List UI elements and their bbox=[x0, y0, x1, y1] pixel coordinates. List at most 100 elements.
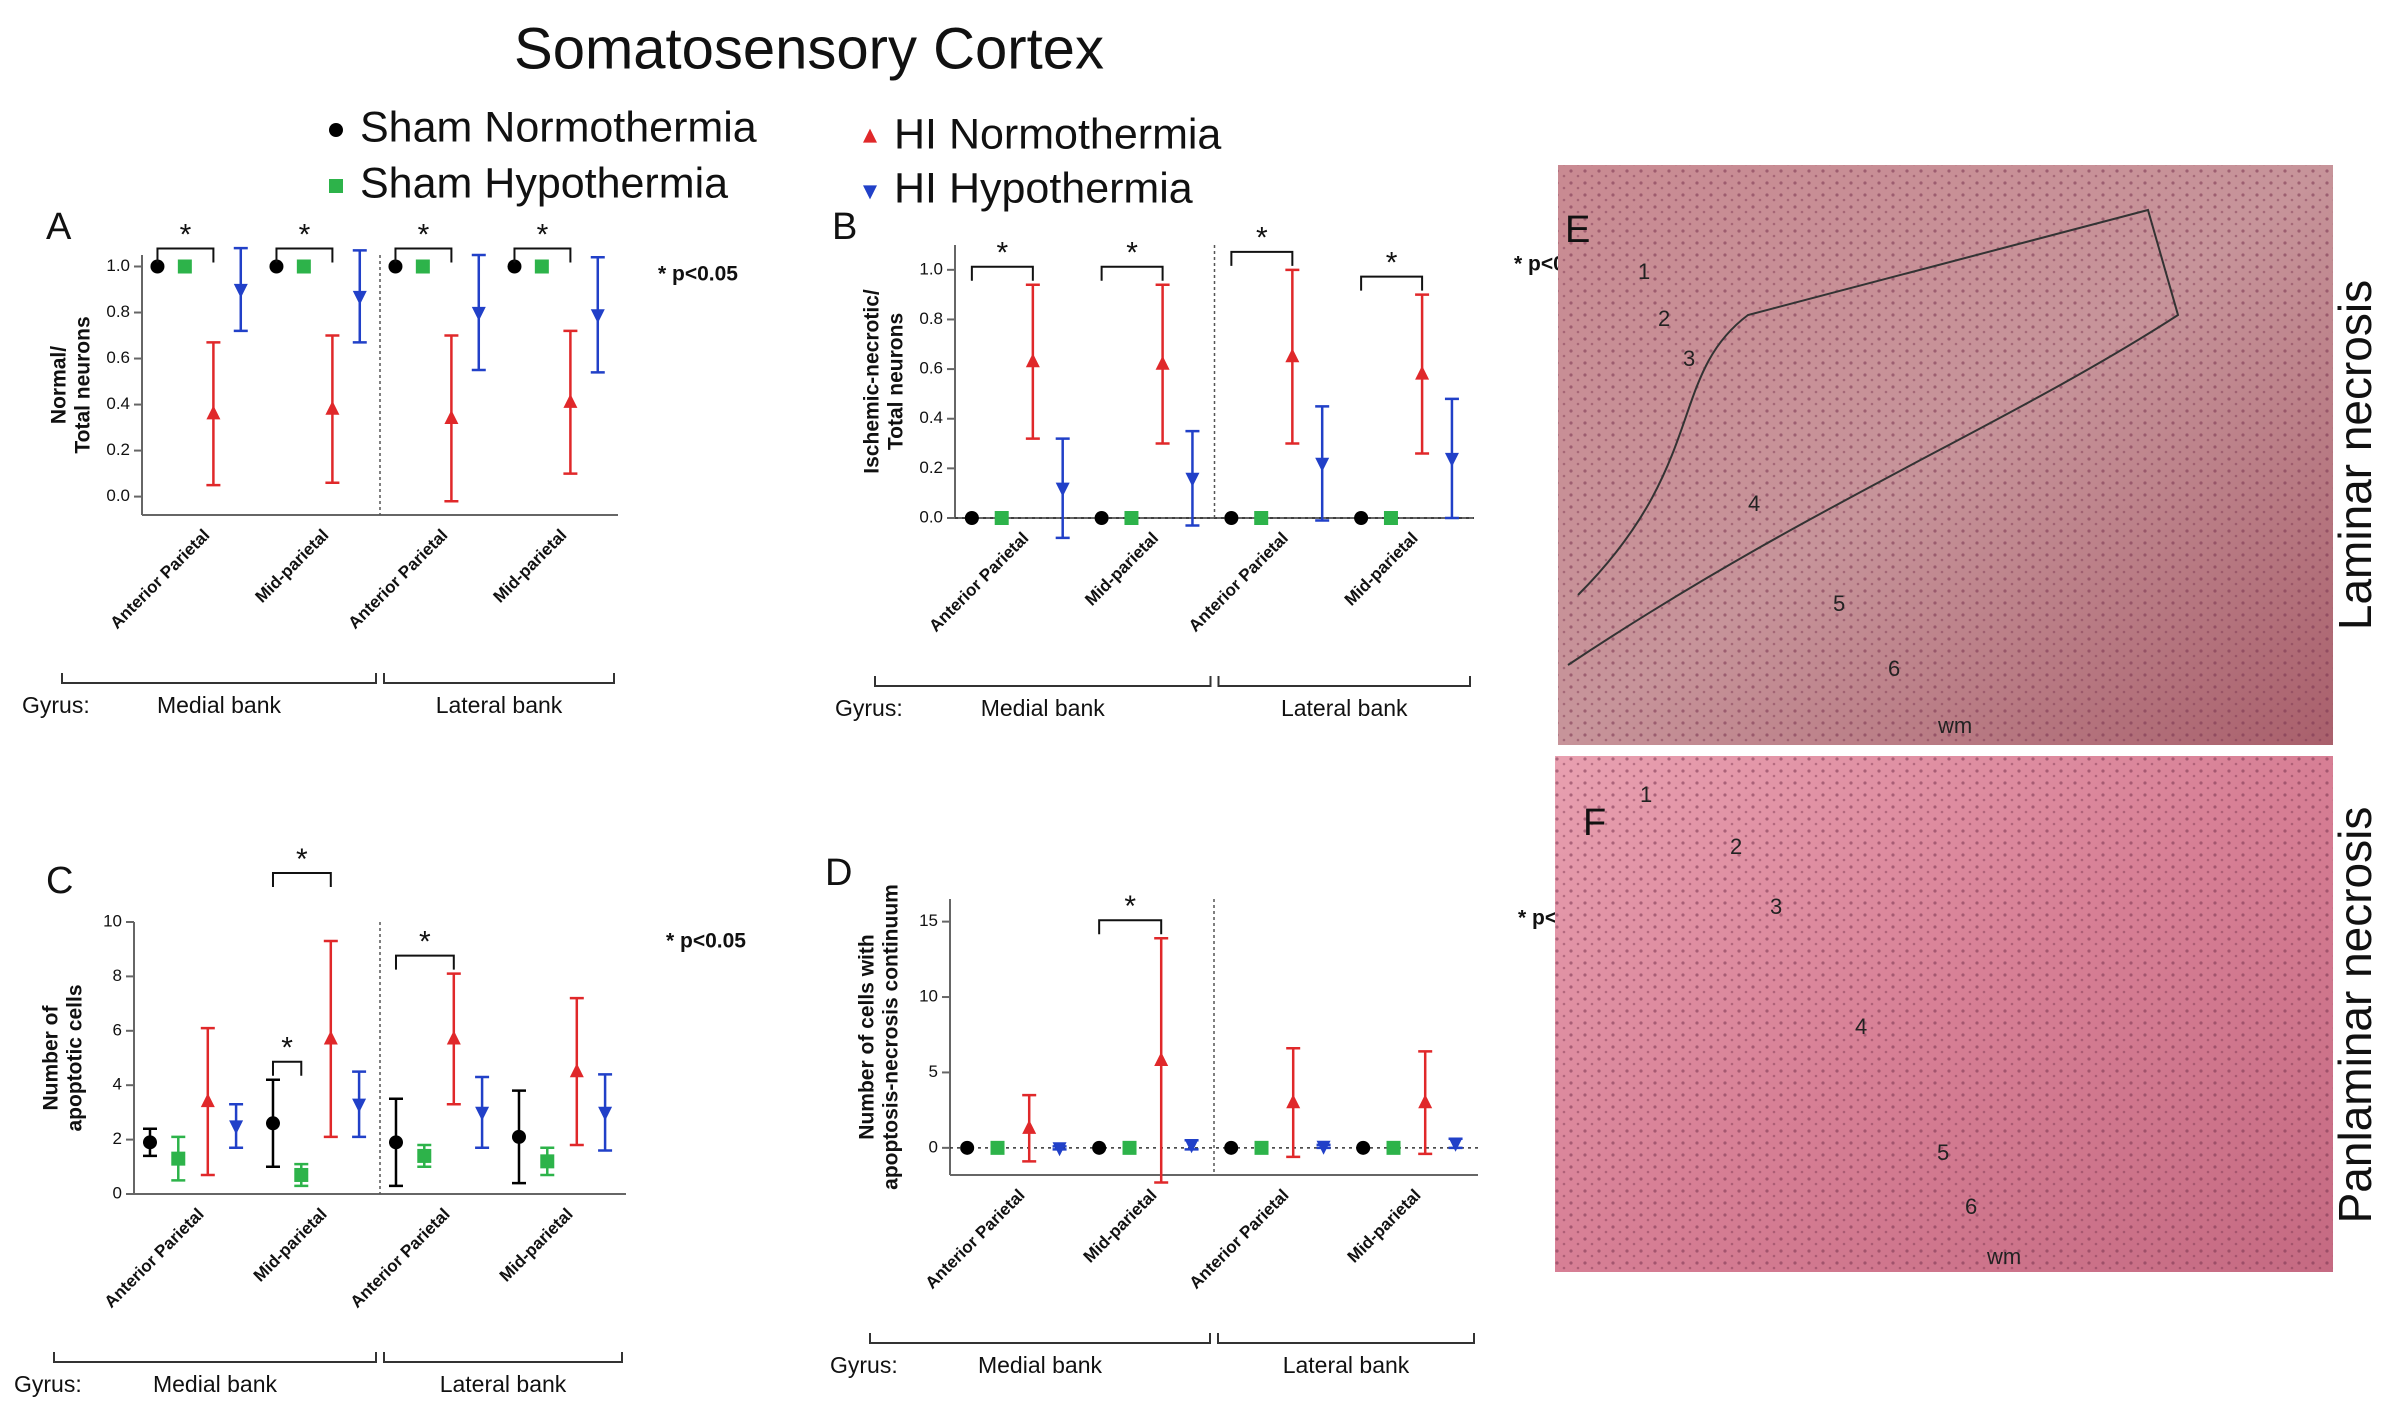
group-bracket bbox=[869, 1333, 1211, 1344]
legend-marker bbox=[329, 123, 343, 137]
panel-label: F bbox=[1583, 802, 1606, 844]
group-label: Lateral bank bbox=[1281, 695, 1408, 721]
micrograph-texture bbox=[1555, 756, 2333, 1272]
point bbox=[233, 283, 248, 298]
y-tick-label: 0.4 bbox=[106, 394, 130, 413]
layer-label: 5 bbox=[1833, 591, 1845, 616]
point bbox=[446, 1030, 461, 1045]
point bbox=[1444, 452, 1459, 467]
y-tick-label: 0.4 bbox=[919, 408, 943, 427]
significance-label: * bbox=[1386, 247, 1398, 280]
panel-label: A bbox=[46, 206, 72, 248]
point bbox=[323, 1030, 338, 1045]
significance-bracket bbox=[394, 954, 455, 970]
point bbox=[1418, 1094, 1433, 1109]
point bbox=[1386, 1140, 1401, 1155]
point bbox=[1025, 353, 1040, 368]
point bbox=[1254, 511, 1269, 525]
point bbox=[569, 1063, 584, 1078]
significance-label: * bbox=[419, 926, 431, 959]
legend-label: Sham Normothermia bbox=[360, 103, 757, 151]
y-tick-label: 1.0 bbox=[106, 256, 130, 275]
group-label: Medial bank bbox=[153, 1371, 278, 1397]
point bbox=[1155, 355, 1170, 370]
x-tick-label: Mid-parietal bbox=[1341, 529, 1422, 610]
y-tick-label: 10 bbox=[103, 911, 122, 930]
panel-label: B bbox=[832, 206, 857, 248]
point bbox=[1285, 348, 1300, 363]
point bbox=[1184, 1139, 1199, 1154]
group-title: Gyrus: bbox=[22, 692, 90, 718]
y-axis-label: Total neurons bbox=[72, 316, 95, 453]
y-tick-label: 0.6 bbox=[919, 359, 943, 378]
point bbox=[1022, 1119, 1037, 1134]
point bbox=[475, 1106, 490, 1121]
group-bracket bbox=[1217, 676, 1471, 687]
panel-label: C bbox=[46, 860, 73, 902]
layer-label: 1 bbox=[1638, 259, 1650, 284]
point bbox=[1122, 1140, 1137, 1155]
significance-label: * bbox=[296, 843, 308, 876]
significance-bracket bbox=[156, 247, 215, 263]
y-axis-label: Normal/ bbox=[48, 346, 71, 424]
group-bracket bbox=[383, 673, 615, 684]
group-title: Gyrus: bbox=[835, 695, 903, 721]
legend-label: HI Hypothermia bbox=[894, 164, 1193, 212]
significance-bracket bbox=[271, 1060, 303, 1076]
significance-label: * bbox=[281, 1032, 293, 1065]
layer-label: wm bbox=[1937, 713, 1972, 738]
annotation: * p<0.05 bbox=[666, 930, 746, 953]
x-tick-label: Mid-parietal bbox=[490, 526, 571, 607]
layer-label: 2 bbox=[1658, 306, 1670, 331]
x-tick-label: Anterior Parietal bbox=[344, 526, 451, 633]
y-tick-label: 0.0 bbox=[106, 486, 130, 505]
significance-label: * bbox=[1124, 890, 1136, 923]
group-label: Lateral bank bbox=[436, 692, 563, 718]
y-tick-label: 1.0 bbox=[919, 259, 943, 278]
significance-bracket bbox=[970, 265, 1034, 281]
y-tick-label: 8 bbox=[113, 966, 122, 985]
group-label: Lateral bank bbox=[440, 1371, 567, 1397]
significance-label: * bbox=[537, 218, 549, 251]
point bbox=[171, 1151, 186, 1166]
y-axis-label: apoptosis-necrosis continuum bbox=[880, 884, 903, 1190]
layer-label: 3 bbox=[1770, 894, 1782, 919]
image-caption: Panlaminar necrosis bbox=[2329, 807, 2381, 1224]
y-tick-label: 0 bbox=[113, 1183, 122, 1202]
point bbox=[200, 1093, 215, 1108]
layer-label: 4 bbox=[1855, 1014, 1867, 1039]
annotation: * p<0.05 bbox=[658, 263, 738, 286]
group-label: Lateral bank bbox=[1283, 1352, 1410, 1378]
legend-label: HI Normothermia bbox=[894, 110, 1221, 158]
y-axis-label: apoptotic cells bbox=[64, 984, 87, 1131]
point bbox=[1356, 1140, 1371, 1155]
point bbox=[1254, 1140, 1269, 1155]
point bbox=[1315, 457, 1330, 472]
y-tick-label: 0 bbox=[929, 1137, 938, 1156]
significance-bracket bbox=[1360, 275, 1424, 291]
point bbox=[417, 1148, 432, 1163]
y-tick-label: 10 bbox=[919, 987, 938, 1006]
x-tick-label: Anterior Parietal bbox=[922, 1186, 1029, 1293]
point bbox=[352, 290, 367, 305]
layer-label: 1 bbox=[1640, 782, 1652, 807]
significance-label: * bbox=[1126, 237, 1138, 270]
point bbox=[142, 1135, 157, 1150]
point bbox=[1154, 1051, 1169, 1066]
point bbox=[388, 1135, 403, 1150]
x-tick-label: Mid-parietal bbox=[250, 1205, 331, 1286]
point bbox=[206, 405, 221, 420]
x-tick-label: Mid-parietal bbox=[1344, 1186, 1425, 1267]
x-tick-label: Mid-parietal bbox=[1080, 1186, 1161, 1267]
point bbox=[534, 259, 549, 274]
x-tick-label: Anterior Parietal bbox=[106, 526, 213, 633]
group-bracket bbox=[61, 673, 377, 684]
point bbox=[1052, 1142, 1067, 1157]
group-bracket bbox=[874, 676, 1212, 687]
point bbox=[511, 1129, 526, 1144]
point bbox=[471, 306, 486, 321]
point bbox=[415, 259, 430, 274]
point bbox=[388, 259, 403, 274]
layer-label: 5 bbox=[1937, 1140, 1949, 1165]
legend-marker bbox=[329, 179, 343, 193]
